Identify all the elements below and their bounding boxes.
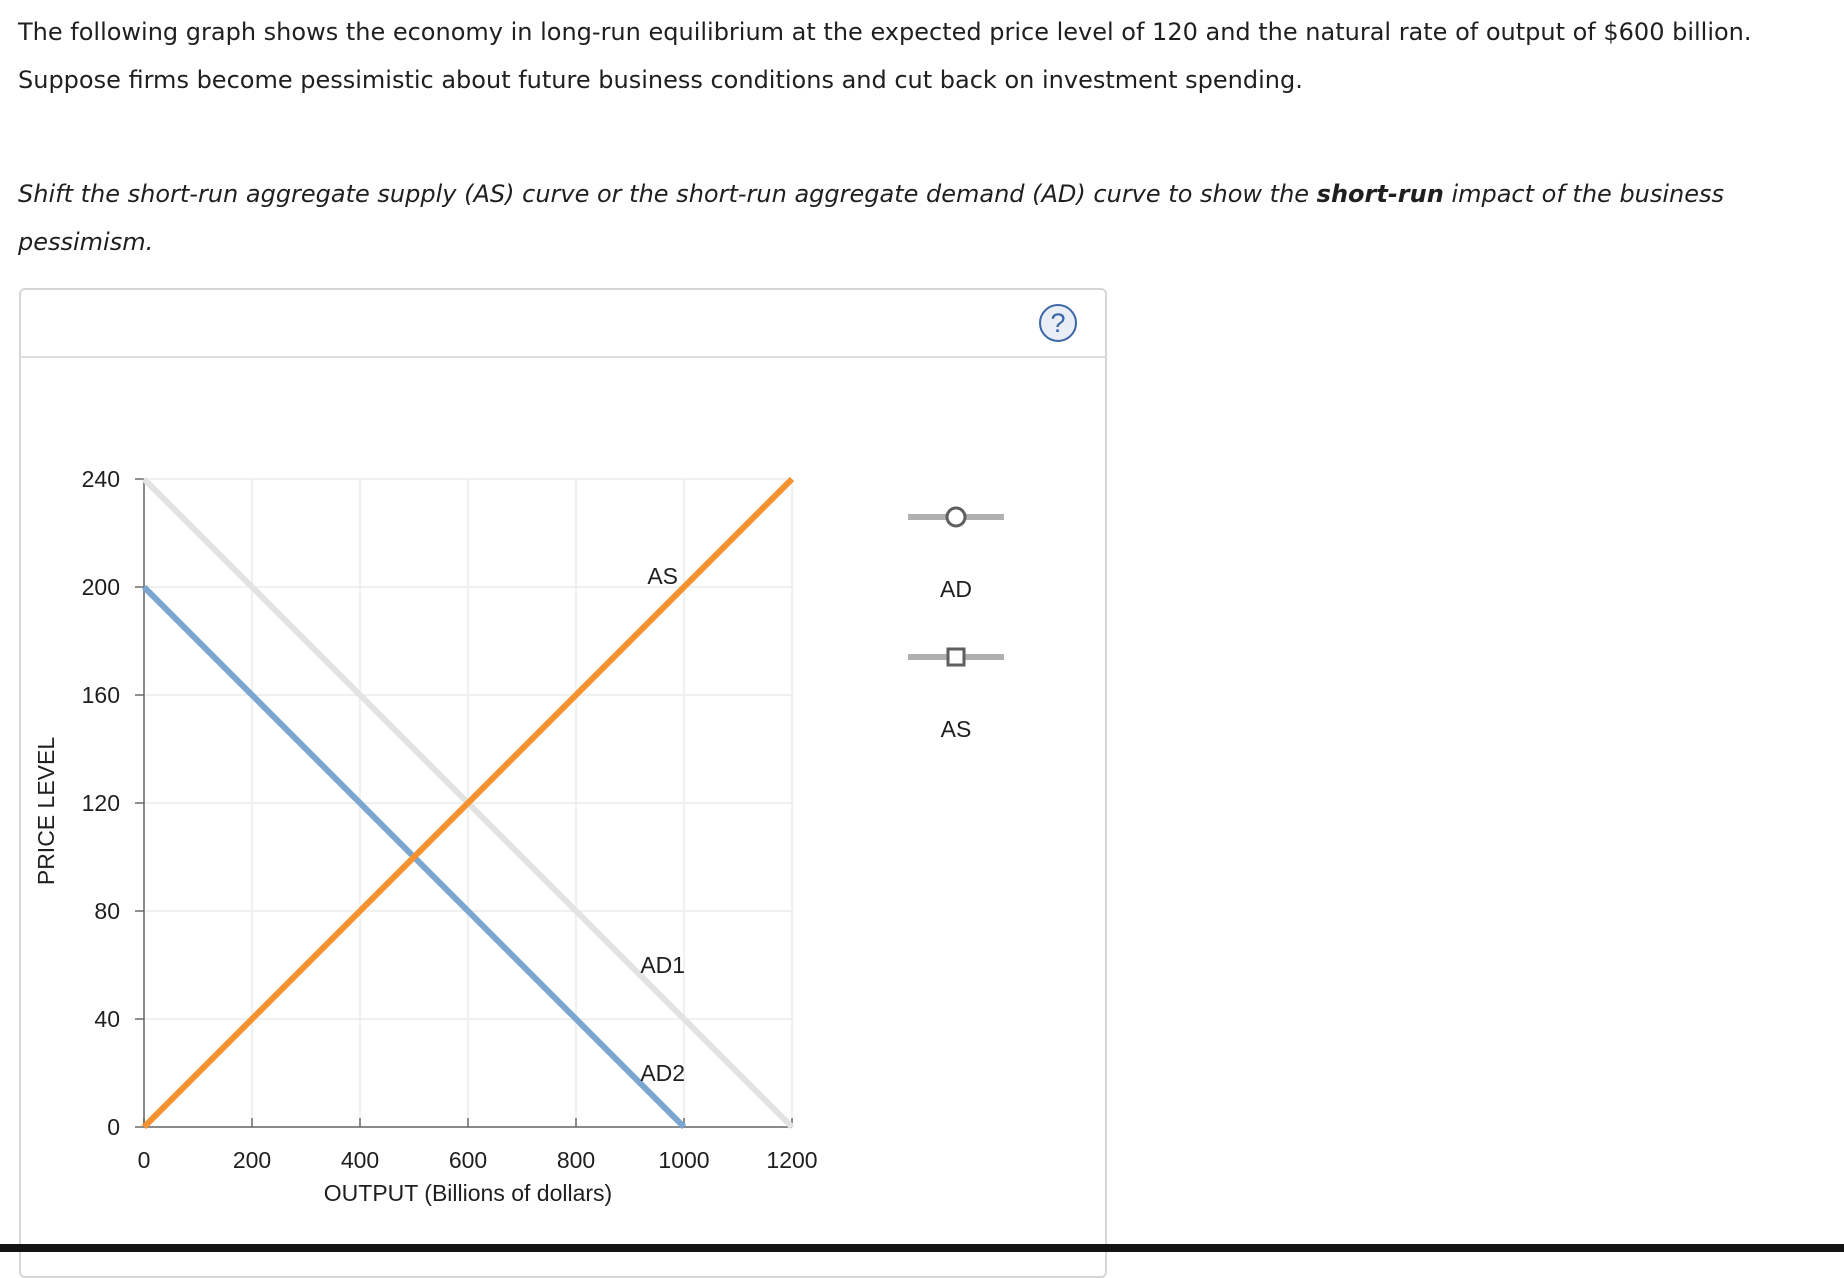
y-tick-label: 240: [82, 466, 120, 492]
drawing-palette[interactable]: AD AS: [908, 506, 1004, 742]
bottom-bar: [0, 1244, 1844, 1252]
curves[interactable]: AD1 AD2 AS: [141, 476, 795, 1130]
graph-panel: ?: [19, 288, 1107, 1278]
palette-as-label: AS: [941, 716, 972, 742]
y-tick-label: 200: [82, 574, 120, 600]
x-tick-label: 200: [233, 1147, 271, 1173]
palette-ad-label: AD: [940, 576, 972, 602]
panel-divider: [21, 356, 1105, 358]
instruction-text: Shift the short-run aggregate supply (AS…: [18, 170, 1808, 266]
question-line-2: Suppose firms become pessimistic about f…: [18, 66, 1303, 94]
y-axis-title: PRICE LEVEL: [33, 737, 59, 885]
axes: 0 40 80 120 160 200 240 0 200 400 600 800 1000 1200 PR…: [33, 466, 818, 1206]
y-tick-label: 40: [94, 1006, 120, 1032]
x-tick-label: 1000: [658, 1147, 709, 1173]
curve-label-ad2: AD2: [640, 1060, 685, 1086]
y-tick-label: 80: [94, 898, 120, 924]
economics-graph[interactable]: 0 40 80 120 160 200 240 0 200 400 600 800 1000 1200 PR…: [0, 0, 1844, 1252]
curve-label-as: AS: [647, 563, 678, 589]
help-icon-glyph: ?: [1050, 308, 1065, 338]
x-tick-label: 1200: [766, 1147, 817, 1173]
x-tick-label: 600: [449, 1147, 487, 1173]
question-line-1: The following graph shows the economy in…: [18, 18, 1752, 46]
question-text: The following graph shows the economy in…: [18, 8, 1808, 104]
palette-as-square-icon[interactable]: [946, 647, 966, 667]
y-tick-label: 0: [107, 1114, 120, 1140]
x-tick-label: 400: [341, 1147, 379, 1173]
instruction-after: impact of the business pessimism.: [18, 180, 1725, 256]
x-axis-title: OUTPUT (Billions of dollars): [324, 1180, 612, 1206]
instruction-emphasis: short-run: [1316, 180, 1444, 208]
x-tick-label: 0: [138, 1147, 151, 1173]
y-tick-label: 120: [82, 790, 120, 816]
x-tick-label: 800: [557, 1147, 595, 1173]
curve-label-ad1: AD1: [640, 952, 685, 978]
help-icon[interactable]: ?: [1038, 303, 1078, 343]
instruction-before: Shift the short-run aggregate supply (AS…: [18, 180, 1317, 208]
palette-ad-circle-icon[interactable]: [945, 506, 967, 528]
curve-as[interactable]: [141, 476, 795, 1130]
y-tick-label: 160: [82, 682, 120, 708]
